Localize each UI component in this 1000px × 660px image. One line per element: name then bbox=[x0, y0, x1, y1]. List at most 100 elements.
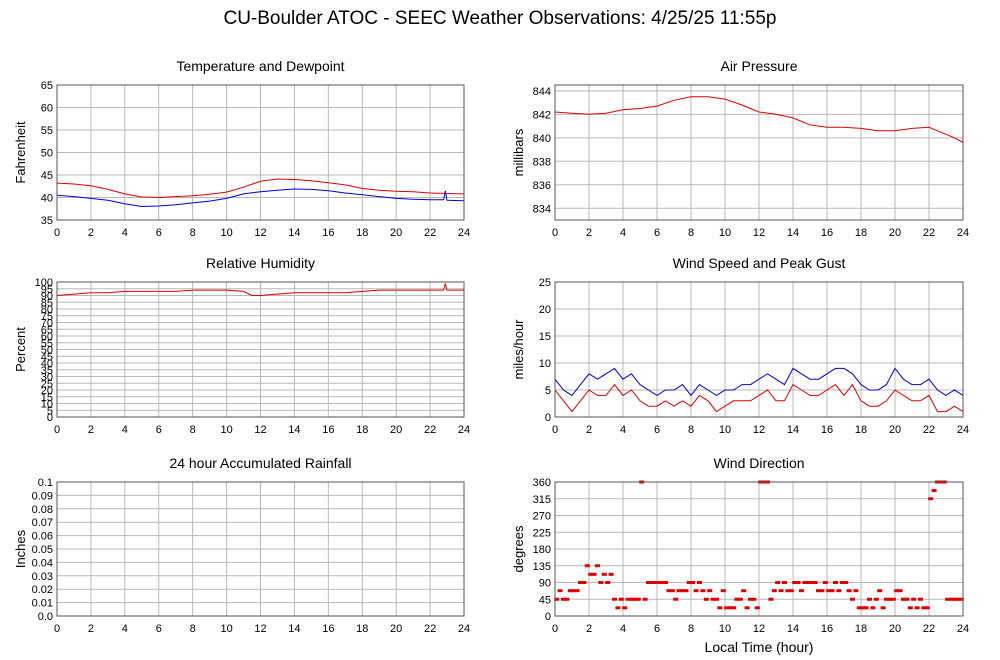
x-tick-label: 10 bbox=[719, 623, 731, 635]
data-point bbox=[775, 581, 781, 584]
data-point bbox=[615, 606, 621, 610]
y-tick-label: 100 bbox=[35, 277, 53, 289]
data-point bbox=[720, 589, 726, 593]
data-point bbox=[629, 597, 634, 601]
x-tick-label: 20 bbox=[889, 424, 901, 436]
y-tick-label: 0.09 bbox=[32, 490, 53, 502]
x-tick-label: 4 bbox=[620, 424, 626, 436]
data-point bbox=[826, 589, 832, 593]
plot-frame bbox=[56, 281, 465, 418]
x-tick-label: 2 bbox=[586, 623, 592, 635]
data-point bbox=[782, 581, 787, 584]
data-point bbox=[574, 589, 580, 593]
x-tick-label: 2 bbox=[586, 227, 592, 239]
data-point bbox=[778, 589, 784, 593]
x-tick-label: 6 bbox=[156, 227, 162, 239]
x-tick-label: 20 bbox=[889, 623, 901, 635]
x-tick-label: 10 bbox=[220, 623, 232, 635]
y-tick-label: 270 bbox=[533, 511, 551, 523]
x-tick-label: 8 bbox=[688, 227, 694, 239]
data-point bbox=[700, 589, 706, 593]
chart-title: Air Pressure bbox=[720, 58, 797, 74]
data-point bbox=[578, 581, 583, 584]
y-tick-label: 65 bbox=[41, 324, 53, 336]
data-point bbox=[918, 597, 923, 601]
data-point bbox=[693, 589, 699, 593]
y-tick-label: 20 bbox=[41, 385, 53, 397]
x-tick-label: 0 bbox=[54, 424, 60, 436]
data-point bbox=[788, 589, 794, 593]
x-tick-label: 24 bbox=[458, 623, 470, 635]
x-tick-label: 6 bbox=[654, 424, 660, 436]
series-line bbox=[554, 96, 964, 143]
y-tick-label: 840 bbox=[533, 133, 551, 145]
data-point bbox=[676, 589, 682, 593]
x-tick-label: 22 bbox=[923, 623, 935, 635]
x-tick-label: 18 bbox=[855, 424, 867, 436]
data-point bbox=[571, 589, 577, 593]
x-tick-label: 2 bbox=[586, 424, 592, 436]
data-point bbox=[829, 589, 835, 593]
data-point bbox=[863, 606, 869, 610]
y-axis-label: Percent bbox=[13, 327, 28, 372]
data-point bbox=[924, 606, 930, 610]
data-point bbox=[802, 581, 808, 584]
data-point bbox=[805, 581, 811, 584]
data-point bbox=[635, 597, 641, 601]
x-tick-label: 14 bbox=[787, 623, 799, 635]
data-point bbox=[707, 589, 713, 593]
air-pressure-chart: Air Pressure millibars 0 2 4 6 8 10 12 14 16 18 20… bbox=[511, 58, 969, 239]
y-tick-label: 0.0 bbox=[38, 611, 53, 623]
x-tick-label: 2 bbox=[88, 227, 94, 239]
y-tick-label: 315 bbox=[533, 494, 551, 506]
data-point bbox=[690, 581, 696, 584]
x-tick-label: 22 bbox=[424, 424, 436, 436]
data-point bbox=[737, 597, 743, 601]
data-point bbox=[622, 606, 628, 610]
y-axis-label: Fahrenheit bbox=[13, 121, 28, 184]
series-line bbox=[554, 383, 964, 413]
data-point bbox=[703, 597, 709, 601]
y-tick-label: 50 bbox=[41, 148, 53, 160]
y-tick-label: 0.07 bbox=[32, 517, 53, 529]
data-point bbox=[588, 572, 594, 576]
y-tick-label: 5 bbox=[47, 405, 53, 417]
y-tick-label: 60 bbox=[41, 103, 53, 115]
data-point bbox=[897, 589, 903, 593]
data-point bbox=[850, 597, 855, 601]
data-point bbox=[822, 581, 828, 584]
x-tick-label: 16 bbox=[821, 623, 833, 635]
y-tick-label: 838 bbox=[533, 156, 551, 168]
data-point bbox=[632, 597, 638, 601]
y-axis-label: Inches bbox=[13, 529, 28, 568]
y-tick-label: 5 bbox=[545, 385, 551, 397]
y-tick-label: 55 bbox=[41, 125, 53, 137]
x-tick-label: 10 bbox=[719, 227, 731, 239]
y-tick-label: 50 bbox=[41, 345, 53, 357]
data-point bbox=[955, 597, 961, 601]
y-tick-label: 135 bbox=[533, 561, 551, 573]
data-point bbox=[625, 597, 631, 601]
y-tick-label: 0.03 bbox=[32, 571, 53, 583]
plot-frame bbox=[554, 481, 964, 617]
chart-title: 24 hour Accumulated Rainfall bbox=[169, 455, 351, 471]
data-point bbox=[928, 497, 934, 501]
x-tick-label: 10 bbox=[220, 424, 232, 436]
data-point bbox=[768, 597, 774, 601]
x-tick-label: 20 bbox=[390, 623, 402, 635]
x-tick-label: 14 bbox=[288, 623, 300, 635]
data-point bbox=[642, 597, 648, 601]
data-point bbox=[809, 581, 815, 584]
x-tick-label: 0 bbox=[552, 227, 558, 239]
data-point bbox=[914, 606, 920, 610]
data-point bbox=[717, 606, 723, 610]
data-point bbox=[724, 606, 730, 610]
data-point bbox=[683, 589, 689, 593]
x-tick-label: 14 bbox=[288, 424, 300, 436]
data-point bbox=[958, 597, 964, 601]
x-tick-label: 8 bbox=[190, 623, 196, 635]
y-tick-label: 45 bbox=[539, 594, 551, 606]
data-point bbox=[843, 581, 849, 584]
data-point bbox=[731, 606, 736, 610]
y-tick-label: 90 bbox=[539, 578, 551, 590]
